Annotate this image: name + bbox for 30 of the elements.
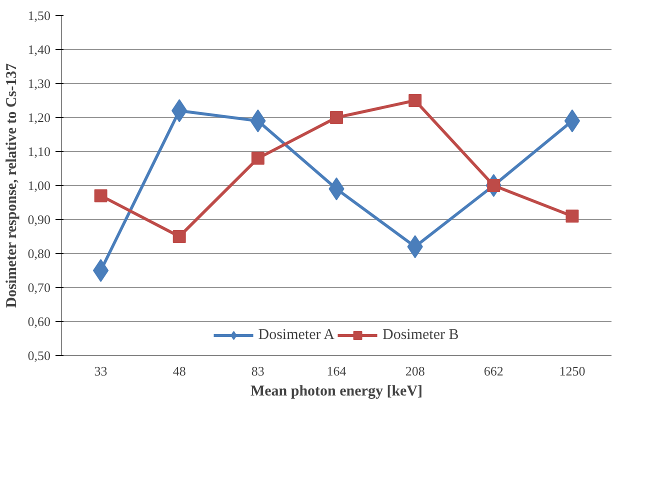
y-tick-label: 0,70 xyxy=(28,280,50,295)
point xyxy=(564,109,580,132)
y-tick-label: 1,00 xyxy=(28,178,50,193)
y-tick-label: 1,10 xyxy=(28,144,50,159)
point xyxy=(408,94,422,107)
y-tick-label: 0,60 xyxy=(28,314,50,329)
point xyxy=(94,189,108,202)
y-tick-label: 0,90 xyxy=(28,212,50,227)
legend-label: Dosimeter B xyxy=(382,326,459,344)
point xyxy=(92,259,109,282)
point xyxy=(566,210,579,223)
y-tick-label: 1,50 xyxy=(28,8,50,23)
x-tick-label: 1250 xyxy=(559,364,586,378)
x-tick-label: 164 xyxy=(326,364,347,378)
legend-label: Dosimeter A xyxy=(258,326,334,344)
y-tick-label: 0,80 xyxy=(28,246,50,261)
point xyxy=(172,230,186,243)
y-axis-title: Dosimeter response, relative to Cs-137 xyxy=(4,62,20,308)
point xyxy=(330,111,343,124)
y-tick-label: 1,20 xyxy=(28,110,50,125)
x-tick-label: 33 xyxy=(94,364,108,378)
x-tick-label: 83 xyxy=(251,364,264,378)
x-axis-title: Mean photon energy [keV] xyxy=(250,384,423,400)
x-tick-label: 208 xyxy=(405,364,425,378)
x-tick-label: 662 xyxy=(484,364,504,378)
y-tick-label: 0,50 xyxy=(28,348,50,363)
point xyxy=(251,152,264,165)
y-tick-label: 1,30 xyxy=(28,76,50,91)
y-tick-label: 1,40 xyxy=(28,42,50,57)
x-tick-label: 48 xyxy=(172,364,186,378)
